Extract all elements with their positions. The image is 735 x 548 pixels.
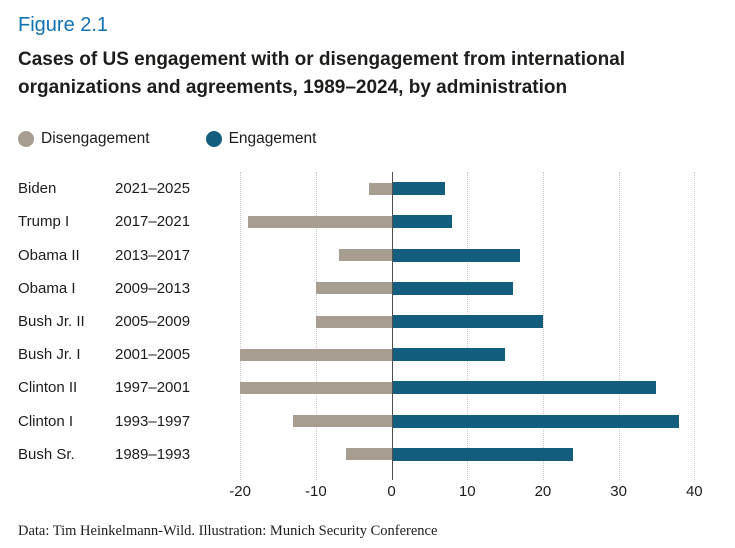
term-label: 2009–2013 [115, 279, 191, 297]
disengagement-bar-trump-i [247, 215, 392, 228]
administration-label: Clinton II [18, 379, 78, 397]
administration-label: Obama II [18, 246, 80, 264]
disengagement-bar-clinton-i [293, 415, 392, 428]
disengagement-bar-bush-jr-i [240, 348, 392, 361]
engagement-bar-obama-ii [391, 248, 521, 262]
administration-label: Clinton I [18, 412, 74, 430]
x-axis-tick-label: 10 [458, 483, 476, 500]
x-axis-tick-label: -10 [304, 483, 327, 500]
engagement-bar-clinton-i [391, 414, 680, 428]
term-label: 2005–2009 [115, 312, 191, 330]
legend-item-disengagement: Disengagement [18, 130, 150, 148]
disengagement-bar-clinton-ii [240, 381, 392, 394]
disengagement-bar-bush-jr-ii [315, 315, 392, 328]
term-label: 1993–1997 [115, 412, 191, 430]
administration-label: Trump I [18, 213, 70, 231]
administration-labels-column: Biden Trump I Obama II Obama I Bush Jr. II Bu… [18, 172, 115, 471]
engagement-bar-bush-sr- [391, 447, 574, 461]
disengagement-bar-obama-ii [338, 249, 392, 262]
engagement-bar-obama-i [391, 281, 513, 295]
chart-title-line2: organizations and agreements, 1989–2024,… [18, 77, 568, 98]
term-label: 2021–2025 [115, 180, 191, 198]
gridline [542, 172, 544, 480]
chart-title-line1: Cases of US engagement with or disengage… [18, 49, 626, 70]
term-label: 1997–2001 [115, 379, 191, 397]
term-labels-column: 2021–2025 2017–2021 2013–2017 2009–2013 2005… [115, 172, 225, 471]
x-axis-tick-label: 0 [387, 483, 396, 500]
engagement-bar-bush-jr-i [391, 348, 506, 362]
term-label: 1989–1993 [115, 445, 191, 463]
administration-label: Bush Jr. II [18, 312, 85, 330]
term-label: 2013–2017 [115, 246, 191, 264]
disengagement-swatch-icon [18, 131, 34, 147]
plot-area [225, 172, 717, 480]
legend-label-engagement: Engagement [228, 130, 317, 147]
x-axis-tick-label: 20 [534, 483, 552, 500]
source-credit: Data: Tim Heinkelmann-Wild. Illustration… [18, 523, 438, 539]
chart-body: Biden Trump I Obama II Obama I Bush Jr. II Bu… [18, 172, 717, 480]
figure-label: Figure 2.1 [18, 14, 109, 36]
x-axis-tick-label: -20 [229, 483, 251, 500]
legend-label-disengagement: Disengagement [41, 130, 150, 147]
term-label: 2017–2021 [115, 213, 191, 231]
administration-label: Obama I [18, 279, 76, 297]
administration-label: Bush Sr. [18, 445, 75, 463]
x-axis-spacer [18, 483, 225, 501]
gridline [618, 172, 620, 480]
engagement-bar-biden [391, 182, 445, 196]
administration-label: Biden [18, 180, 57, 198]
gridline [694, 172, 696, 480]
chart-legend: Disengagement Engagement [18, 129, 717, 149]
chart-title: Cases of US engagement with or disengage… [18, 46, 717, 102]
x-axis-tick-labels: -20 -10 0 10 20 30 40 [225, 483, 717, 501]
engagement-bar-trump-i [391, 215, 453, 229]
disengagement-bar-biden [368, 182, 392, 195]
diverging-bar-chart: Biden Trump I Obama II Obama I Bush Jr. II Bu… [18, 172, 717, 501]
x-axis-tick-label: 30 [610, 483, 627, 500]
disengagement-bar-obama-i [315, 282, 392, 295]
administration-label: Bush Jr. I [18, 346, 81, 364]
x-axis: -20 -10 0 10 20 30 40 [18, 483, 717, 501]
zero-axis-line [391, 172, 393, 480]
x-axis-tick-label: 40 [685, 483, 703, 500]
engagement-swatch-icon [205, 131, 222, 147]
engagement-bar-clinton-ii [391, 381, 657, 395]
gridline [240, 172, 242, 480]
term-label: 2001–2005 [115, 346, 191, 364]
legend-item-engagement: Engagement [205, 130, 317, 148]
disengagement-bar-bush-sr- [346, 448, 392, 461]
engagement-bar-bush-jr-ii [391, 315, 543, 328]
